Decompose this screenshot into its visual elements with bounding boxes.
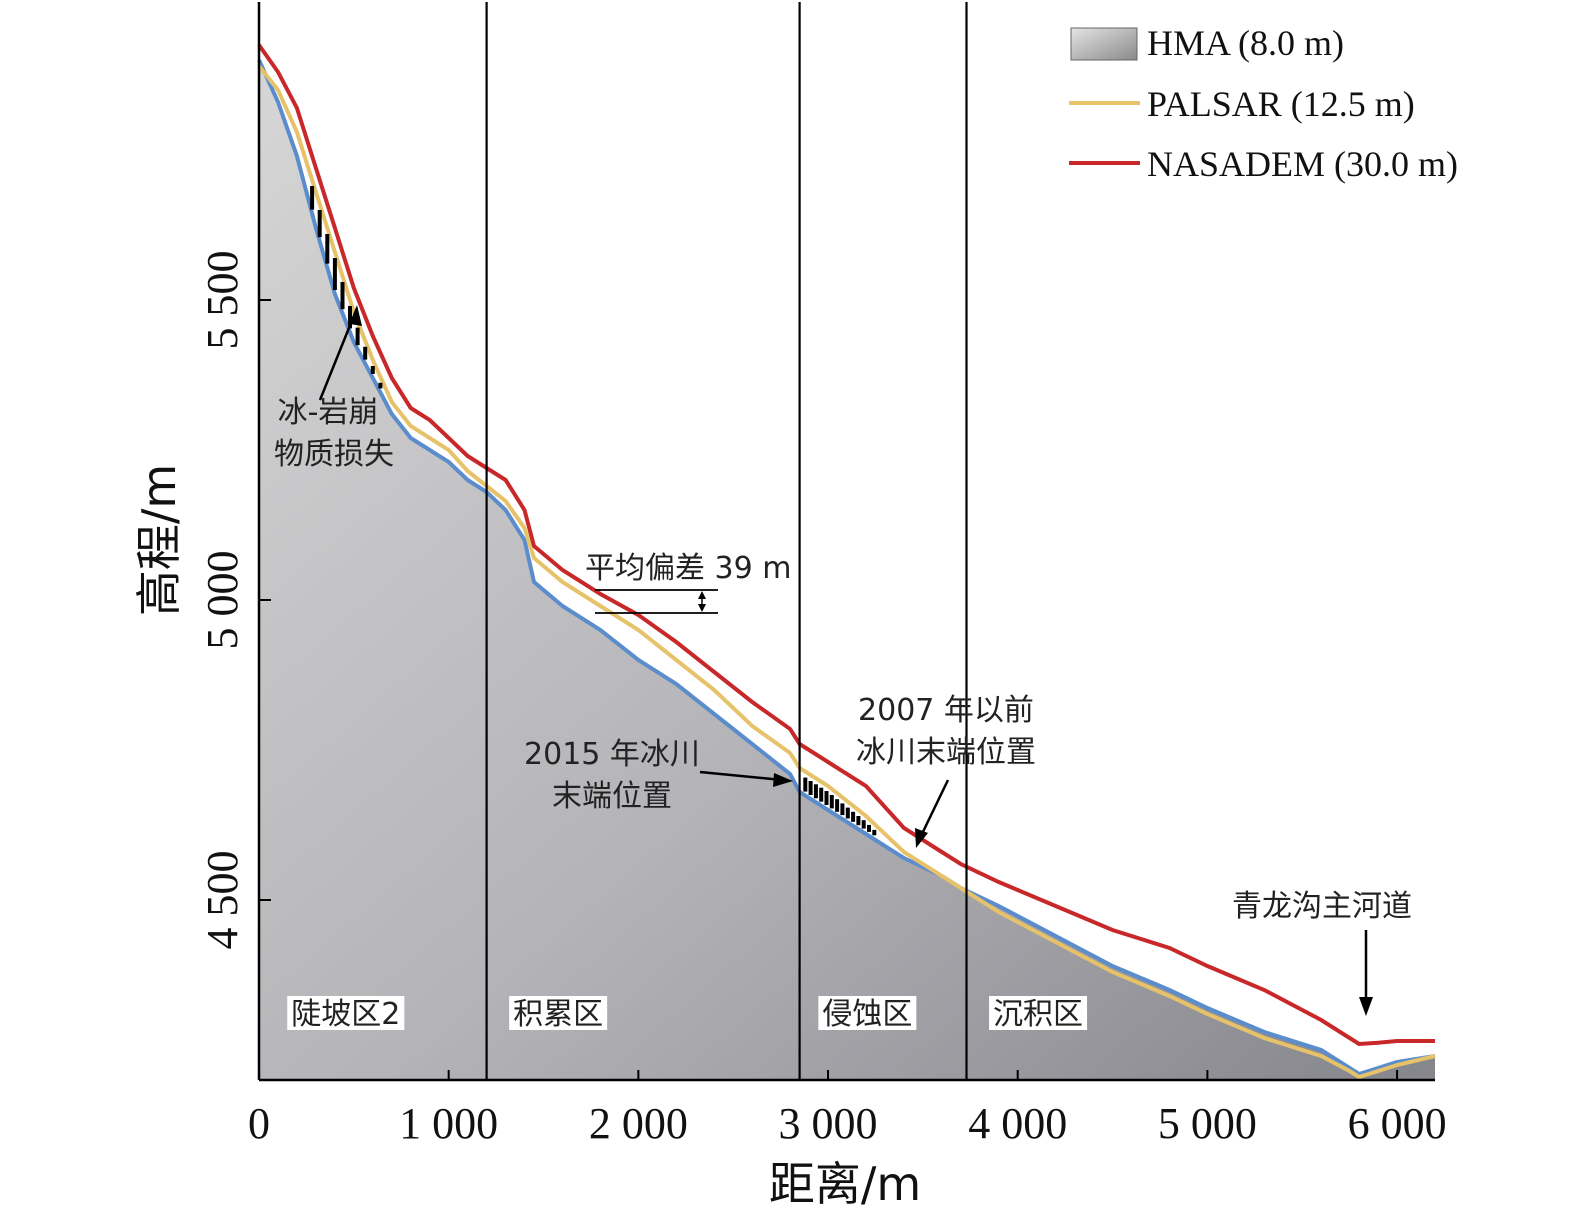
terminus-2015-arrow xyxy=(699,770,783,782)
zone-label-text: 侵蚀区 xyxy=(822,997,912,1032)
mean-bias-arrowhead-up xyxy=(698,591,706,599)
zone-boundaries xyxy=(485,2,968,1080)
legend: HMA (8.0 m) PALSAR (12.5 m) NASADEM (30.… xyxy=(1069,23,1458,184)
terminus-2015-label-line2: 末端位置 xyxy=(552,779,672,814)
hma-series-line xyxy=(257,59,1436,1077)
palsar-series-line xyxy=(257,64,1436,1080)
x-ticks: 0 1 000 2 000 3 000 4 000 5 000 6 000 xyxy=(248,1070,1447,1148)
axes: 0 1 000 2 000 3 000 4 000 5 000 6 000 4 500 5 0… xyxy=(198,2,1447,1148)
legend-label-hma: HMA (8.0 m) xyxy=(1147,23,1344,63)
nasadem-series-line xyxy=(257,43,1435,1047)
zone-label-text: 积累区 xyxy=(513,997,603,1032)
hma-area xyxy=(259,60,1435,1080)
zone-labels: 陡坡区2 积累区 侵蚀区 沉积区 xyxy=(287,996,1088,1032)
y-tick-label: 5 000 xyxy=(198,551,247,650)
x-tick-label: 5 000 xyxy=(1158,1099,1257,1148)
mean-bias-label: 平均偏差 39 m xyxy=(585,551,791,586)
zone-label: 陡坡区2 xyxy=(287,996,405,1032)
annotations: 冰-岩崩 物质损失 平均偏差 39 m 2015 年冰川 末端位置 2007 年… xyxy=(274,305,1412,1016)
terminus-pre2007-label-line1: 2007 年以前 xyxy=(858,693,1034,728)
x-axis-title: 距离/m xyxy=(769,1157,921,1211)
terminus-pre2007-label-line2: 冰川末端位置 xyxy=(856,735,1036,770)
zone-label-text: 陡坡区2 xyxy=(291,997,400,1032)
zone-label: 沉积区 xyxy=(989,996,1088,1032)
y-ticks: 4 500 5 000 5 500 xyxy=(198,251,271,950)
ice-rock-loss-label-line2: 物质损失 xyxy=(274,437,394,472)
zone-label-bg xyxy=(509,996,608,1030)
ice-rock-loss-arrowhead xyxy=(350,305,362,326)
y-axis-title: 高程/m xyxy=(132,464,186,616)
y-tick-label: 5 500 xyxy=(198,251,247,350)
zone-label: 积累区 xyxy=(509,996,608,1032)
zone-label-bg xyxy=(989,996,1088,1030)
terminus-pre2007-arrowhead xyxy=(915,828,928,848)
terminus-2015-label-line1: 2015 年冰川 xyxy=(524,737,700,772)
y-tick-label: 4 500 xyxy=(198,851,247,950)
terminus-pre2007-arrow xyxy=(918,779,950,839)
main-channel-arrowhead xyxy=(1359,997,1373,1016)
hatch-marks xyxy=(310,186,877,836)
terminus-2015-arrowhead xyxy=(773,773,793,787)
x-tick-label: 4 000 xyxy=(968,1099,1067,1148)
x-tick-label: 3 000 xyxy=(779,1099,878,1148)
plot-area xyxy=(257,2,1436,1080)
x-tick-label: 2 000 xyxy=(589,1099,688,1148)
mean-bias-arrowhead-down xyxy=(698,604,706,612)
legend-label-palsar: PALSAR (12.5 m) xyxy=(1147,84,1415,124)
zone-label-text: 沉积区 xyxy=(993,997,1083,1032)
zone-label-bg xyxy=(818,996,917,1030)
x-tick-label: 6 000 xyxy=(1348,1099,1447,1148)
zone-label: 侵蚀区 xyxy=(818,996,917,1032)
zone-label-bg xyxy=(287,996,405,1030)
legend-label-nasadem: NASADEM (30.0 m) xyxy=(1147,144,1458,184)
ice-rock-loss-label-line1: 冰-岩崩 xyxy=(278,395,379,430)
legend-swatch-hma xyxy=(1070,27,1138,61)
main-channel-label: 青龙沟主河道 xyxy=(1232,889,1412,924)
x-tick-label: 0 xyxy=(248,1099,270,1148)
x-tick-label: 1 000 xyxy=(399,1099,498,1148)
